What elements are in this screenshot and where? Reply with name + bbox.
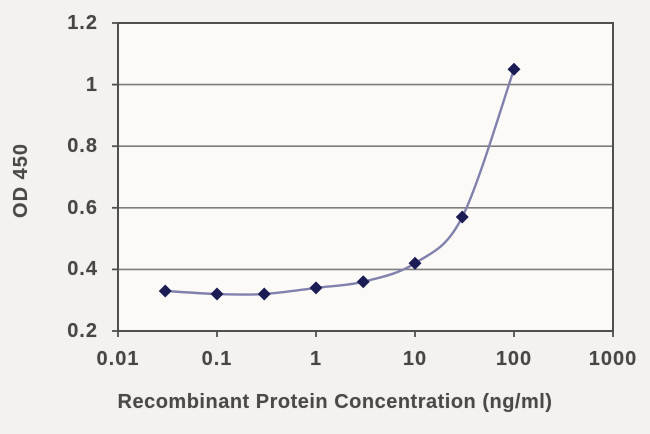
data-point-marker [309,281,323,295]
plot-border [117,22,614,332]
y-tick-label: 0.6 [67,196,98,219]
x-axis-title: Recombinant Protein Concentration (ng/ml… [117,391,553,413]
x-tick-label: 1000 [588,348,638,370]
gridlines [118,83,613,271]
y-axis-title-wrap: OD 450 [2,115,40,245]
plot-border-rect [117,22,614,332]
y-axis-title: OD 450 [9,142,32,218]
series-line [164,68,516,296]
x-tick-label: 100 [495,348,533,370]
x-tick-label: 0.01 [96,348,140,370]
data-point-marker [507,62,521,76]
x-tick-label: 1 [309,348,323,370]
y-tick-label: 0.4 [67,258,98,281]
data-point-marker [408,256,422,270]
data-point-marker [210,287,224,301]
data-point-marker [257,287,271,301]
data-point-marker [158,284,172,298]
y-tick-label: 0.2 [67,320,98,342]
x-tick-label: 10 [402,348,428,370]
y-tick-label: 1.2 [67,12,98,34]
data-point-marker [455,210,469,224]
data-series [158,62,521,301]
y-tick-label: 1 [85,73,98,96]
data-point-marker [356,275,370,289]
y-tick-label: 0.8 [67,135,98,158]
x-tick-label: 0.1 [201,348,233,370]
